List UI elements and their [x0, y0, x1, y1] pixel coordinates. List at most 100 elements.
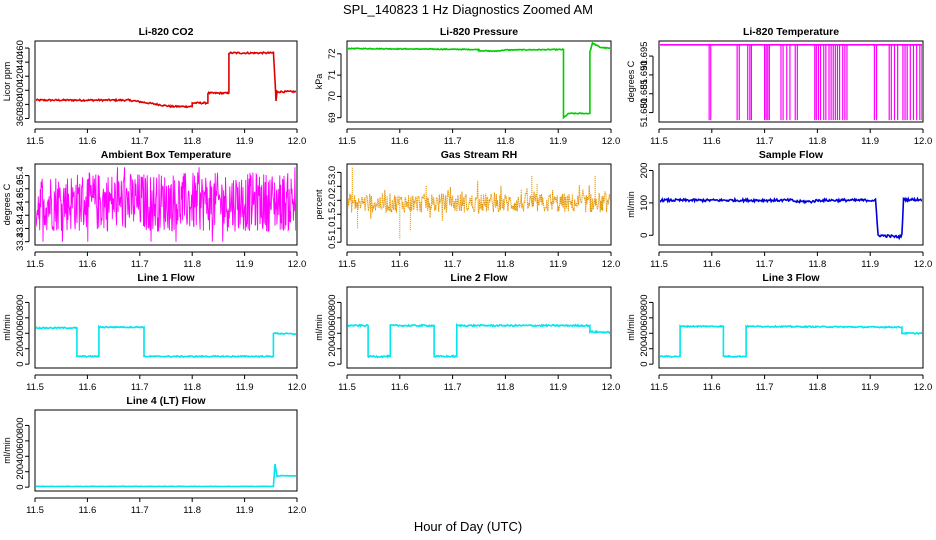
y-tick-label: 400	[639, 325, 650, 341]
x-tick-label: 11.7	[131, 259, 149, 270]
x-tick-label: 11.8	[183, 259, 201, 270]
plot-frame	[346, 286, 612, 369]
y-tick-label: 1.5	[327, 208, 338, 221]
plot-frame	[346, 163, 612, 246]
x-tick-label: 12.0	[602, 259, 621, 270]
panel-title: Line 4 (LT) Flow	[126, 395, 206, 407]
x-tick-label: 12.0	[602, 136, 621, 147]
x-tick-label: 12.0	[914, 382, 933, 393]
y-tick-label: 200	[639, 163, 650, 179]
series-points	[348, 180, 610, 222]
y-axis-label: Licor ppm	[2, 62, 12, 102]
y-tick-label: 51.685	[639, 79, 650, 108]
x-tick-label: 11.8	[183, 505, 201, 516]
y-tick-label: 100	[639, 195, 650, 211]
x-tick-label: 11.9	[861, 136, 879, 147]
x-tick-label: 11.6	[391, 259, 409, 270]
x-tick-label: 11.7	[444, 382, 462, 393]
y-tick-label: 440	[15, 54, 26, 70]
y-tick-label: 2.0	[327, 194, 338, 207]
panel-title: Sample Flow	[759, 149, 824, 161]
x-tick-label: 11.7	[444, 136, 462, 147]
x-tick-label: 11.7	[131, 505, 149, 516]
y-tick-label: 69	[327, 112, 338, 123]
y-tick-label: 0	[639, 361, 650, 366]
x-tick-label: 11.8	[497, 382, 515, 393]
y-tick-label: 200	[15, 464, 26, 480]
x-tick-label: 11.8	[497, 136, 515, 147]
x-tick-label: 11.6	[703, 382, 721, 393]
y-tick-label: 0	[639, 233, 650, 238]
y-tick-label: 2.5	[327, 180, 338, 193]
y-axis-label: degrees C	[2, 183, 12, 225]
y-tick-label: 360	[15, 111, 26, 127]
y-axis-label: ml/min	[626, 314, 636, 341]
panel-title: Line 3 Flow	[762, 272, 820, 284]
data-area	[348, 322, 610, 359]
series-line	[36, 50, 296, 109]
panel-title: Line 2 Flow	[450, 272, 508, 284]
x-tick-label: 11.9	[861, 382, 879, 393]
y-tick-label: 0	[15, 361, 26, 366]
y-tick-label: 51.695	[639, 42, 650, 71]
panel-title: Ambient Box Temperature	[101, 149, 232, 161]
series-line	[348, 322, 610, 359]
x-tick-label: 11.6	[703, 259, 721, 270]
panel-8: Line 3 Flow 11.5 11.6 11.7 11.8 11.9 12.0 0 2004…	[626, 272, 932, 393]
x-tick-label: 11.8	[183, 136, 201, 147]
figure-xlabel: Hour of Day (UTC)	[414, 519, 522, 534]
x-tick-label: 11.7	[131, 136, 149, 147]
y-tick-label: 3.0	[327, 166, 338, 179]
y-tick-label: 600	[15, 433, 26, 449]
y-tick-label: 800	[15, 417, 26, 433]
y-tick-label: 72	[327, 49, 338, 60]
plot-frame	[658, 163, 924, 246]
x-tick-label: 11.9	[549, 382, 567, 393]
x-tick-label: 11.6	[391, 382, 409, 393]
y-axis-label: ml/min	[314, 314, 324, 341]
data-area	[36, 167, 296, 242]
plot-frame	[34, 409, 298, 492]
series-line	[36, 167, 296, 242]
y-tick-label: 33.8	[15, 219, 26, 238]
x-tick-label: 11.5	[26, 259, 44, 270]
x-tick-label: 11.8	[809, 136, 827, 147]
x-tick-label: 11.5	[338, 136, 356, 147]
x-tick-label: 12.0	[602, 382, 621, 393]
x-tick-label: 11.8	[497, 259, 515, 270]
x-tick-label: 11.7	[756, 259, 774, 270]
plot-frame	[34, 163, 298, 246]
series-line	[36, 463, 296, 488]
x-tick-label: 11.8	[183, 382, 201, 393]
x-tick-label: 11.8	[809, 382, 827, 393]
y-tick-label: 35.0	[15, 180, 26, 199]
x-tick-label: 11.6	[79, 505, 97, 516]
panel-title: Line 1 Flow	[137, 272, 195, 284]
series-line	[660, 324, 922, 359]
y-tick-label: 400	[327, 325, 338, 341]
panel-title: Li-820 Pressure	[440, 26, 518, 38]
panel-6: Line 1 Flow 11.5 11.6 11.7 11.8 11.9 12.0 0 2004…	[2, 272, 306, 393]
y-tick-label: 800	[15, 294, 26, 310]
y-tick-label: 200	[327, 341, 338, 357]
x-tick-label: 11.6	[703, 136, 721, 147]
y-axis-label: ml/min	[2, 314, 12, 341]
y-tick-label: 800	[639, 294, 650, 310]
y-tick-label: 400	[15, 448, 26, 464]
panel-5: Sample Flow 11.5 11.6 11.7 11.8 11.9 12.0 0 100 2…	[626, 149, 932, 270]
panel-1: Li-820 Pressure 11.5 11.6 11.7 11.8 11.9 12.0 6…	[314, 26, 620, 147]
y-tick-label: 400	[15, 82, 26, 98]
figure-title: SPL_140823 1 Hz Diagnostics Zoomed AM	[343, 2, 593, 17]
x-tick-label: 11.5	[338, 259, 356, 270]
x-tick-label: 11.5	[650, 136, 668, 147]
plot-frame	[658, 286, 924, 369]
plot-frame	[346, 40, 612, 123]
y-axis-label: degrees C	[626, 60, 636, 102]
data-area	[36, 50, 296, 109]
x-tick-label: 12.0	[288, 505, 307, 516]
y-tick-label: 51.690	[639, 60, 650, 89]
panel-title: Li-820 Temperature	[743, 26, 839, 38]
x-tick-label: 11.6	[79, 382, 97, 393]
data-area	[660, 324, 922, 359]
